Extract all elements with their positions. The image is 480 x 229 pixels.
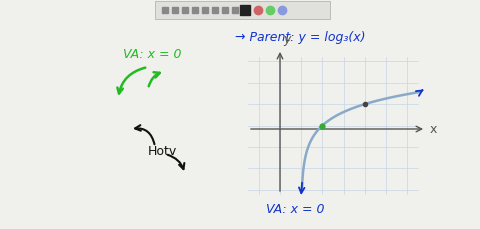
Text: VA: x = 0: VA: x = 0 xyxy=(123,48,181,61)
Text: y: y xyxy=(283,33,290,46)
Text: VA: x = 0: VA: x = 0 xyxy=(266,203,324,215)
Text: → Parent: y = log₃(x): → Parent: y = log₃(x) xyxy=(235,31,365,44)
Text: x: x xyxy=(430,123,437,136)
Text: Hotv: Hotv xyxy=(148,145,177,158)
FancyBboxPatch shape xyxy=(155,2,330,20)
